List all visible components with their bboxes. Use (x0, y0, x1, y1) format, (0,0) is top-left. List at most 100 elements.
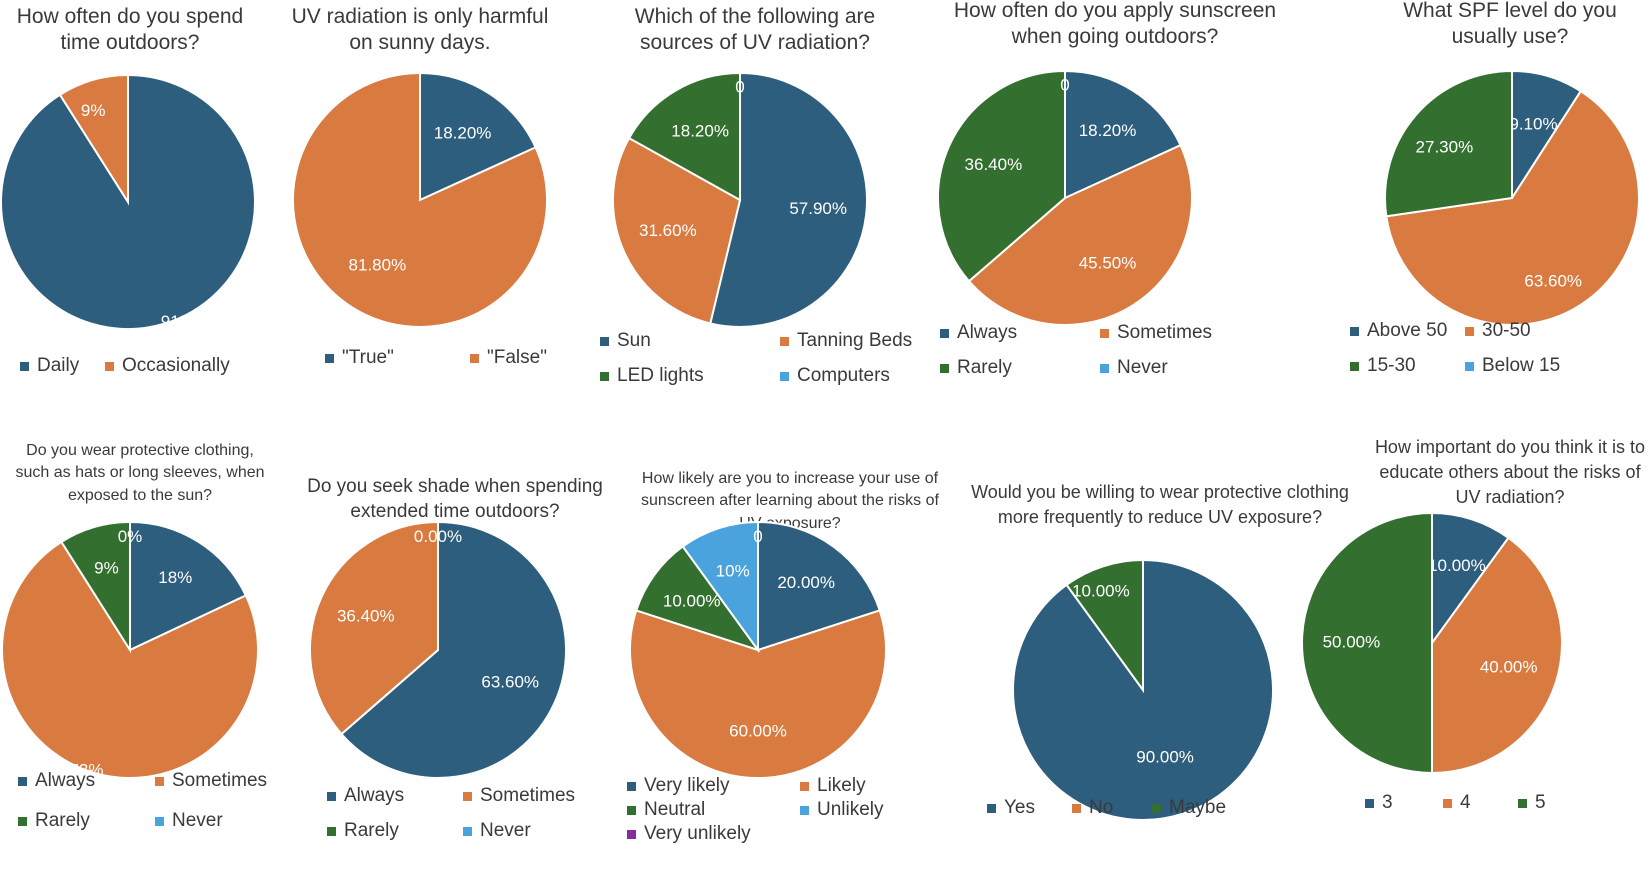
legend-label: Rarely (35, 810, 90, 831)
legend-swatch (1443, 798, 1452, 808)
pie-slice-sometimes (967, 143, 1193, 326)
legend-swatch (627, 805, 636, 815)
legend-item: Sometimes (1100, 322, 1212, 344)
data-label: 0 (1060, 76, 1069, 95)
pie: 18.20% 45.50% 36.40% 0 (937, 69, 1193, 326)
legend-swatch (627, 781, 636, 791)
legend-item: 5 (1518, 792, 1546, 814)
chart-title: How often do you spend time outdoors? (16, 5, 244, 54)
legend-item: Rarely (327, 820, 399, 842)
legend-label: No (1089, 797, 1114, 818)
pie: 91% 9% (0, 73, 256, 331)
legend-swatch (1100, 363, 1109, 373)
pie: 10.00% 40.00% 50.00% (1301, 511, 1563, 775)
legend-item: Always (940, 322, 1017, 344)
data-label: 10% (716, 562, 750, 581)
legend-item: Never (1100, 357, 1168, 379)
legend-swatch (18, 816, 27, 826)
legend-swatch (1152, 803, 1161, 813)
legend-label: Neutral (644, 799, 706, 820)
pie-chart-sunscreen-frequency: How often do you apply sunscreen when go… (930, 0, 1300, 400)
chart-title: What SPF level do you usually use? (1403, 0, 1617, 48)
legend-swatch (470, 353, 479, 363)
legend-item: Sun (600, 330, 651, 352)
pie: 20.00% 60.00% 10.00% 10%0 (629, 520, 887, 779)
legend-label: Sometimes (1117, 322, 1213, 343)
data-label: 27.30% (1416, 138, 1474, 157)
pie: 90.00% 10.00% (1012, 558, 1274, 821)
legend-item: 4 (1443, 792, 1471, 814)
pie-slice-true (419, 71, 537, 202)
legend-label: Sun (617, 330, 651, 351)
data-label: 81.80% (349, 256, 407, 275)
pie-slice-rarely (937, 69, 1066, 283)
data-label: 73% (69, 761, 103, 780)
pie-slice-false (292, 71, 548, 328)
pie-slice-3 (1431, 511, 1510, 647)
legend-label: Very likely (644, 775, 730, 796)
legend-item: Very likely (627, 775, 730, 797)
legend-item: "False" (470, 347, 547, 369)
pie-chart-uv-sources: Which of the following are sources of UV… (590, 0, 920, 400)
legend-item: Unlikely (800, 799, 884, 821)
chart-title: Would you be willing to wear protective … (971, 482, 1349, 528)
pie-slice-15-30 (1384, 69, 1513, 218)
data-label: 10.00% (1428, 556, 1486, 575)
chart-title: Do you wear protective clothing, such as… (15, 442, 265, 504)
legend-label: 3 (1382, 792, 1393, 813)
pie-slice-tanning-beds (612, 136, 742, 325)
pie: 9.10% 63.60% 27.30% 0 (1384, 51, 1640, 326)
legend-item: Yes (987, 797, 1035, 819)
pie-slice-very-likely (757, 520, 881, 652)
data-label: 40.00% (1480, 657, 1538, 676)
chart-title: UV radiation is only harmful on sunny da… (291, 5, 549, 54)
legend-swatch (940, 328, 949, 338)
pie-chart-outdoor-time: How often do you spend time outdoors? 91… (0, 0, 260, 400)
pie-chart-seek-shade: Do you seek shade when spending extended… (290, 440, 620, 889)
legend-item: Very unlikely (627, 823, 751, 845)
chart-title: How often do you apply sunscreen when go… (953, 0, 1277, 48)
legend-label: Above 50 (1367, 320, 1448, 341)
legend-label: "False" (487, 347, 547, 368)
legend-swatch (18, 776, 27, 786)
pie-slice-maybe (1065, 558, 1144, 694)
legend-label: Always (35, 770, 96, 791)
legend-item: Likely (800, 775, 866, 797)
legend-item: Neutral (627, 799, 705, 821)
legend-item: Never (155, 810, 223, 832)
legend-label: 4 (1460, 792, 1471, 813)
legend-item: Rarely (18, 810, 90, 832)
legend-label: Yes (1004, 797, 1035, 818)
pie-chart-sunscreen-increase: How likely are you to increase your use … (627, 440, 950, 889)
legend-item: Always (327, 785, 404, 807)
pie-slice-unlikely (681, 520, 759, 654)
legend-swatch (780, 336, 789, 346)
legend-label: LED lights (617, 365, 704, 386)
legend-label: 30-50 (1482, 320, 1531, 341)
pie-slice-likely (629, 609, 887, 779)
pie: 18.20% 81.80% (292, 71, 548, 328)
pie-slice-5 (1301, 511, 1433, 775)
pie-slice-rarely (60, 520, 131, 654)
legend-item: Above 50 (1350, 320, 1447, 342)
data-label: 36.40% (965, 155, 1023, 174)
legend-swatch (1350, 361, 1359, 371)
pie-slice-sometimes (309, 520, 439, 736)
data-label: 57.90% (789, 199, 847, 218)
chart-title: Which of the following are sources of UV… (634, 5, 876, 54)
pie-slice-4 (1431, 536, 1563, 775)
data-label: 0.00% (414, 527, 462, 546)
legend-swatch (1365, 798, 1374, 808)
pie-slice-always (1064, 69, 1182, 200)
legend-item: "True" (325, 347, 394, 369)
legend-label: Sometimes (480, 785, 576, 806)
legend-swatch (105, 361, 114, 371)
legend-label: Computers (797, 365, 890, 386)
legend-item: Below 15 (1465, 355, 1560, 377)
data-label: 50.00% (1323, 632, 1381, 651)
legend-label: Sometimes (172, 770, 268, 791)
legend-item: Occasionally (105, 355, 230, 377)
legend-item: Sometimes (463, 785, 575, 807)
data-label: 20.00% (777, 573, 835, 592)
chart-title: Do you seek shade when spending extended… (307, 476, 603, 522)
